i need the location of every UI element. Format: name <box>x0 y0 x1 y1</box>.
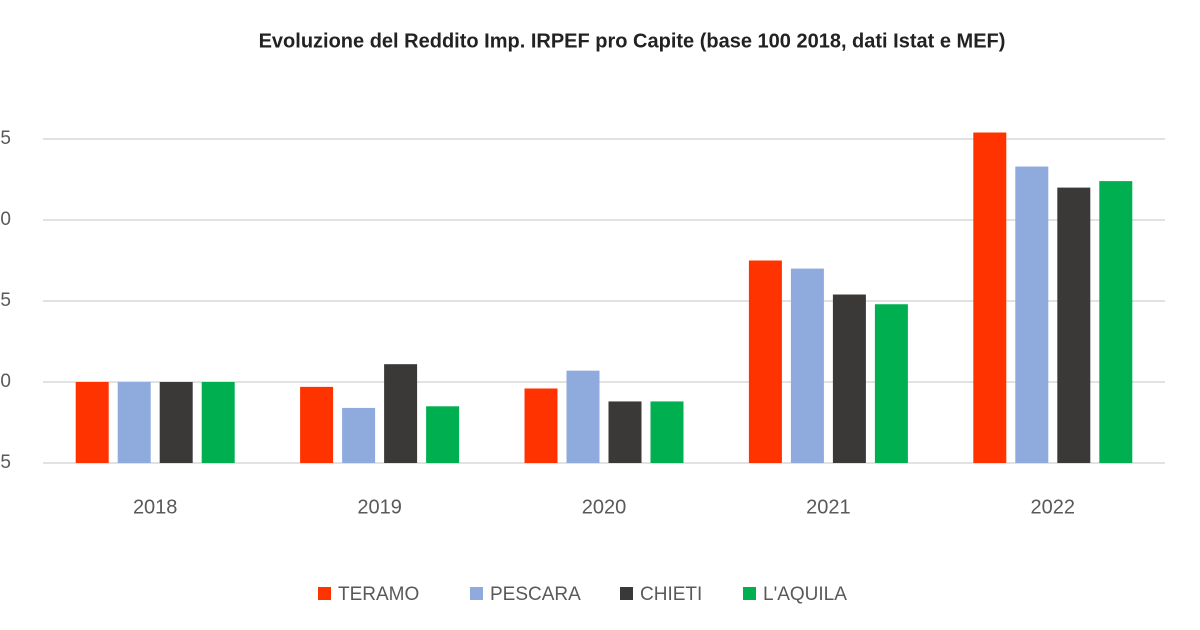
chart-title: Evoluzione del Reddito Imp. IRPEF pro Ca… <box>259 30 1006 52</box>
y-tick-label: 95 <box>0 452 11 473</box>
bar <box>790 268 824 463</box>
x-tick-label: 2018 <box>133 496 178 518</box>
bar <box>973 132 1007 463</box>
bar <box>874 304 908 463</box>
bar <box>832 294 866 463</box>
x-tick-label: 2020 <box>582 496 627 518</box>
bar <box>75 382 109 463</box>
y-tick-label: 100 <box>0 371 11 392</box>
bar <box>566 370 600 463</box>
bar <box>117 382 151 463</box>
bar <box>608 401 642 463</box>
y-tick-label: 115 <box>0 128 11 149</box>
bar <box>384 364 418 463</box>
legend-swatch <box>743 587 756 600</box>
x-tick-label: 2021 <box>806 496 851 518</box>
legend-label: TERAMO <box>338 584 419 605</box>
x-tick-label: 2022 <box>1031 496 1076 518</box>
legend-label: PESCARA <box>490 584 581 605</box>
legend-label: CHIETI <box>640 584 702 605</box>
bar <box>524 388 558 463</box>
bar <box>1057 187 1091 463</box>
legend-swatch <box>470 587 483 600</box>
bar <box>1015 166 1049 464</box>
y-tick-label: 105 <box>0 290 11 311</box>
bar <box>342 407 376 463</box>
bar <box>426 406 460 463</box>
bar <box>1099 181 1133 463</box>
y-tick-label: 110 <box>0 209 11 230</box>
bar <box>300 386 334 463</box>
legend-swatch <box>620 587 633 600</box>
bar <box>650 401 684 463</box>
legend-label: L'AQUILA <box>763 584 847 605</box>
bar <box>201 382 235 463</box>
bar <box>748 260 782 463</box>
bar <box>159 382 193 463</box>
x-tick-label: 2019 <box>357 496 402 518</box>
legend-swatch <box>318 587 331 600</box>
